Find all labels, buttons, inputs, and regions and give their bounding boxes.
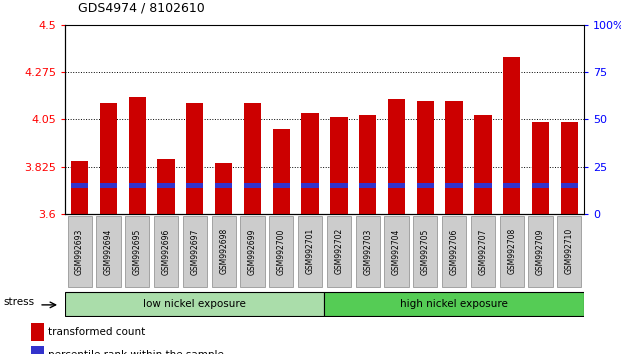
Bar [301,183,319,188]
FancyBboxPatch shape [442,216,466,287]
Bar [215,162,232,214]
Bar [561,183,578,188]
FancyBboxPatch shape [356,216,380,287]
FancyBboxPatch shape [324,292,584,315]
Bar [388,183,405,188]
Text: GSM992704: GSM992704 [392,228,401,275]
Bar [503,183,520,188]
FancyBboxPatch shape [154,216,178,287]
FancyBboxPatch shape [298,216,322,287]
FancyBboxPatch shape [212,216,236,287]
Text: GSM992701: GSM992701 [306,228,315,274]
FancyBboxPatch shape [65,292,324,315]
Text: GSM992703: GSM992703 [363,228,372,275]
Text: GSM992709: GSM992709 [536,228,545,275]
Bar [417,183,434,188]
Bar [474,115,492,214]
FancyBboxPatch shape [384,216,409,287]
Text: transformed count: transformed count [48,327,146,337]
FancyBboxPatch shape [183,216,207,287]
Bar [129,183,146,188]
Text: GSM992699: GSM992699 [248,228,257,275]
FancyBboxPatch shape [413,216,437,287]
FancyBboxPatch shape [471,216,495,287]
Text: GSM992693: GSM992693 [75,228,84,275]
Text: GSM992710: GSM992710 [565,228,574,274]
Bar [273,129,290,214]
FancyBboxPatch shape [327,216,351,287]
Bar [186,103,204,214]
Text: GSM992697: GSM992697 [191,228,199,275]
Text: high nickel exposure: high nickel exposure [400,298,508,309]
Text: GSM992695: GSM992695 [133,228,142,275]
Text: stress: stress [3,297,34,307]
Bar [157,159,175,214]
Text: GDS4974 / 8102610: GDS4974 / 8102610 [78,1,204,14]
FancyBboxPatch shape [125,216,149,287]
Bar [417,101,434,214]
FancyBboxPatch shape [557,216,581,287]
Bar [561,121,578,214]
Bar [100,103,117,214]
FancyBboxPatch shape [240,216,265,287]
Text: GSM992706: GSM992706 [450,228,458,275]
Bar [474,183,492,188]
Bar [100,183,117,188]
Bar [301,113,319,214]
Bar [71,183,88,188]
Bar [503,57,520,214]
Bar [388,99,405,214]
Bar [186,183,204,188]
Text: GSM992702: GSM992702 [334,228,343,274]
Text: percentile rank within the sample: percentile rank within the sample [48,350,224,354]
Text: GSM992698: GSM992698 [219,228,228,274]
Bar [31,346,44,354]
Bar [330,183,348,188]
FancyBboxPatch shape [96,216,120,287]
Bar [157,183,175,188]
Text: low nickel exposure: low nickel exposure [143,298,247,309]
Text: GSM992694: GSM992694 [104,228,113,275]
Bar [244,183,261,188]
Bar [445,101,463,214]
Bar [532,121,549,214]
Text: GSM992696: GSM992696 [161,228,171,275]
Bar [31,323,44,341]
Text: GSM992708: GSM992708 [507,228,516,274]
Bar [129,97,146,214]
Bar [330,118,348,214]
Bar [215,183,232,188]
FancyBboxPatch shape [269,216,293,287]
Bar [71,160,88,214]
FancyBboxPatch shape [500,216,524,287]
Bar [532,183,549,188]
Bar [359,183,376,188]
Bar [273,183,290,188]
Text: GSM992705: GSM992705 [421,228,430,275]
Text: GSM992700: GSM992700 [277,228,286,275]
Bar [445,183,463,188]
Text: GSM992707: GSM992707 [478,228,487,275]
FancyBboxPatch shape [68,216,92,287]
Bar [244,103,261,214]
Bar [359,115,376,214]
FancyBboxPatch shape [528,216,553,287]
